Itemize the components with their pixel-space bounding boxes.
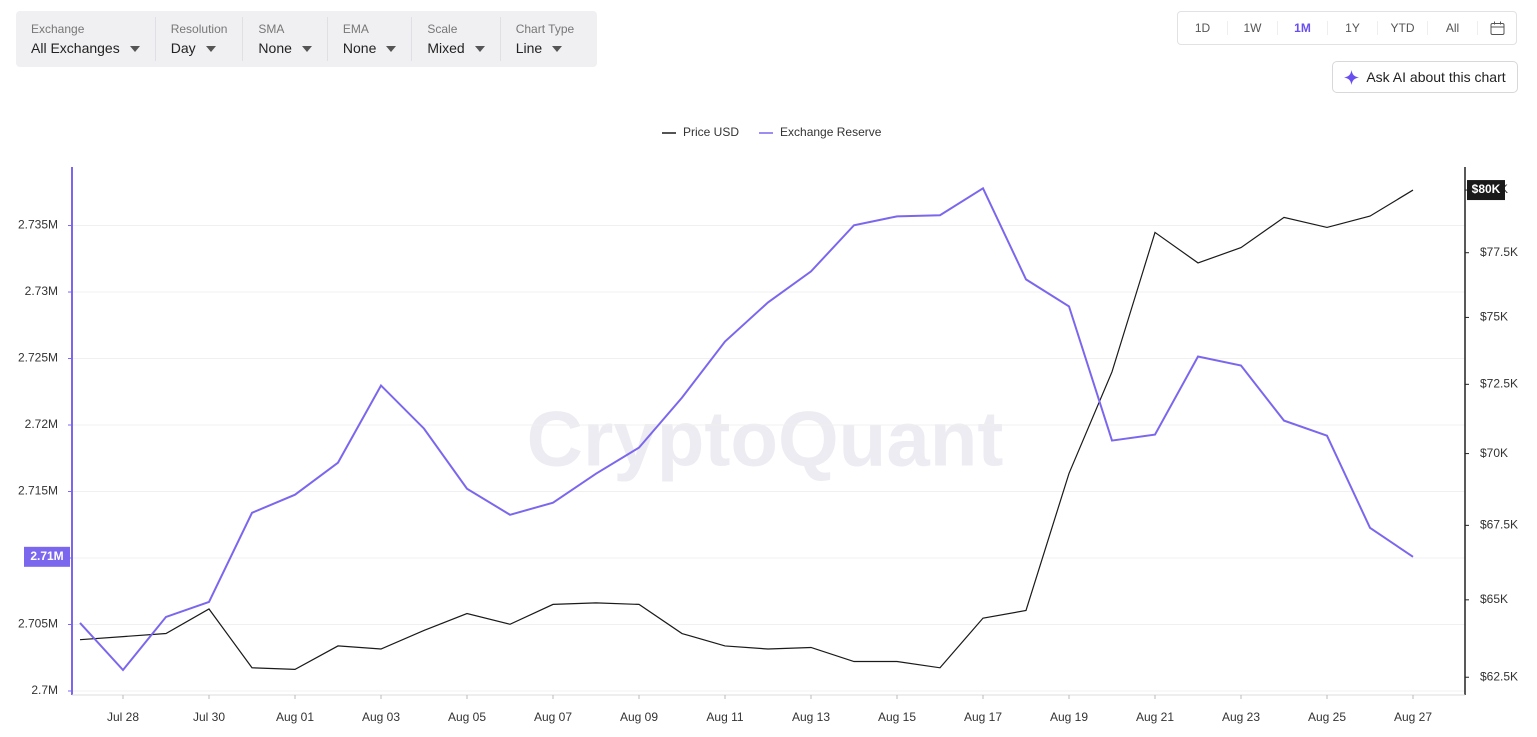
- legend-label: Exchange Reserve: [780, 125, 882, 139]
- last-value-box: [24, 546, 70, 567]
- x-tick-label: Aug 17: [964, 710, 1002, 724]
- y2-tick-label: $62.5K: [1480, 669, 1518, 683]
- control-value: None: [258, 40, 311, 56]
- toolbar: Exchange All Exchanges Resolution Day SMA N…: [16, 11, 598, 67]
- x-tick-label: Jul 30: [193, 710, 225, 724]
- calendar-icon: [1490, 21, 1504, 35]
- y2-tick-label: $70K: [1480, 446, 1508, 460]
- exchange-select[interactable]: Exchange All Exchanges: [16, 17, 156, 61]
- last-value-label: 2.71M: [30, 549, 63, 563]
- ask-ai-label: Ask AI about this chart: [1366, 69, 1506, 85]
- ema-select[interactable]: EMA None: [328, 17, 413, 61]
- range-selector: 1D 1W 1M 1Y YTD All: [1177, 11, 1517, 45]
- x-tick-label: Aug 15: [878, 710, 916, 724]
- ask-ai-button[interactable]: Ask AI about this chart: [1332, 61, 1518, 93]
- x-tick-label: Aug 09: [620, 710, 658, 724]
- x-tick-label: Aug 27: [1394, 710, 1432, 724]
- watermark: CryptoQuant: [527, 395, 1004, 483]
- y-tick-label: 2.725M: [18, 351, 58, 365]
- legend-label: Price USD: [683, 125, 739, 139]
- range-button[interactable]: All: [1428, 21, 1478, 35]
- control-label: SMA: [258, 22, 285, 36]
- y2-tick-label: $75K: [1480, 310, 1508, 324]
- control-value: All Exchanges: [31, 40, 140, 56]
- control-value: Mixed: [427, 40, 484, 56]
- x-tick-label: Aug 19: [1050, 710, 1088, 724]
- sparkle-icon: [1344, 69, 1360, 85]
- control-label: Resolution: [170, 22, 228, 36]
- y-tick-label: 2.705M: [18, 617, 58, 631]
- x-tick-label: Aug 05: [448, 710, 486, 724]
- x-tick-label: Aug 07: [534, 710, 572, 724]
- y2-tick-label: $67.5K: [1480, 518, 1518, 532]
- control-label: Chart Type: [515, 22, 575, 36]
- x-tick-label: Jul 28: [107, 710, 139, 724]
- control-label: Scale: [427, 22, 458, 36]
- y-tick-label: 2.7M: [31, 683, 58, 697]
- chart-type-select[interactable]: Chart Type Line: [501, 17, 589, 61]
- y2-tick-label: $65K: [1480, 592, 1508, 606]
- y-tick-label: 2.72M: [25, 417, 58, 431]
- range-button[interactable]: 1W: [1228, 21, 1278, 35]
- control-label: Exchange: [31, 22, 85, 36]
- y-tick-label: 2.73M: [25, 284, 58, 298]
- last-value-label: $80K: [1472, 182, 1501, 196]
- control-value: None: [343, 40, 396, 56]
- y2-tick-label: $72.5K: [1480, 376, 1518, 390]
- calendar-button[interactable]: [1478, 21, 1516, 36]
- y-tick-label: 2.715M: [18, 484, 58, 498]
- y2-tick-label: $77.5K: [1480, 245, 1518, 259]
- range-button[interactable]: YTD: [1378, 21, 1428, 35]
- sma-select[interactable]: SMA None: [243, 17, 328, 61]
- scale-select[interactable]: Scale Mixed: [412, 17, 501, 61]
- x-tick-label: Aug 11: [706, 710, 743, 724]
- x-tick-label: Aug 25: [1308, 710, 1346, 724]
- x-tick-label: Aug 23: [1222, 710, 1260, 724]
- range-button[interactable]: 1Y: [1328, 21, 1378, 35]
- resolution-select[interactable]: Resolution Day: [156, 17, 244, 61]
- series-line: [79, 189, 1414, 670]
- x-tick-label: Aug 13: [792, 710, 830, 724]
- series-line: [79, 186, 1414, 672]
- x-tick-label: Aug 21: [1136, 710, 1174, 724]
- range-button[interactable]: 1M: [1278, 21, 1328, 35]
- x-tick-label: Aug 01: [276, 710, 314, 724]
- last-value-box: [1467, 180, 1505, 201]
- x-tick-label: Aug 03: [362, 710, 400, 724]
- y-tick-label: 2.735M: [18, 218, 58, 232]
- control-value: Day: [171, 40, 228, 56]
- control-label: EMA: [342, 22, 369, 36]
- control-value: Line: [516, 40, 574, 56]
- range-button[interactable]: 1D: [1178, 21, 1228, 35]
